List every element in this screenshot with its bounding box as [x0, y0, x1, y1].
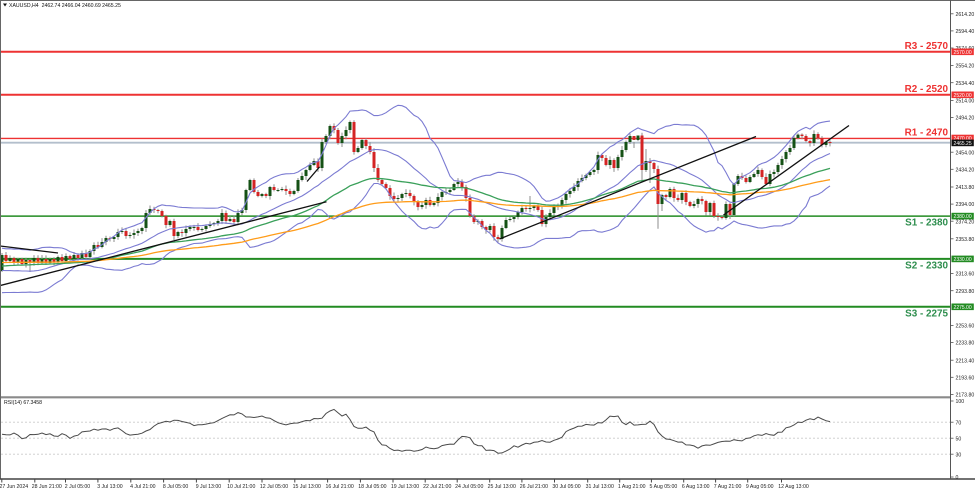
svg-text:2213.40: 2213.40 — [956, 358, 975, 364]
svg-text:S3 - 2275: S3 - 2275 — [905, 308, 948, 319]
svg-text:2330.00: 2330.00 — [954, 257, 972, 263]
svg-text:50: 50 — [956, 436, 962, 442]
svg-text:31 Jul 13:00: 31 Jul 13:00 — [586, 484, 614, 490]
svg-text:25 Jul 13:00: 25 Jul 13:00 — [488, 484, 516, 490]
svg-text:2 Jul 05:00: 2 Jul 05:00 — [65, 484, 90, 490]
svg-text:2554.20: 2554.20 — [956, 64, 975, 70]
svg-text:2275.00: 2275.00 — [954, 305, 972, 311]
svg-text:26 Jul 21:00: 26 Jul 21:00 — [520, 484, 548, 490]
svg-text:R3 - 2570: R3 - 2570 — [905, 41, 949, 52]
svg-text:12 Aug 13:00: 12 Aug 13:00 — [778, 484, 809, 490]
svg-text:19 Jul 13:00: 19 Jul 13:00 — [391, 484, 419, 490]
svg-text:2233.80: 2233.80 — [956, 341, 975, 347]
svg-text:2470.00: 2470.00 — [954, 136, 972, 142]
svg-text:4 Jul 21:00: 4 Jul 21:00 — [130, 484, 155, 490]
svg-text:28 Jun 21:00: 28 Jun 21:00 — [32, 484, 62, 490]
svg-text:100: 100 — [956, 399, 965, 405]
svg-text:2173.80: 2173.80 — [956, 393, 975, 399]
svg-text:2494.20: 2494.20 — [956, 116, 975, 122]
svg-text:9 Jul 13:00: 9 Jul 13:00 — [196, 484, 221, 490]
svg-text:2465.25: 2465.25 — [954, 141, 972, 147]
svg-text:2514.00: 2514.00 — [956, 99, 975, 105]
svg-text:7 Aug 21:00: 7 Aug 21:00 — [714, 484, 742, 490]
svg-text:R1 - 2470: R1 - 2470 — [905, 127, 949, 138]
svg-text:2454.00: 2454.00 — [956, 150, 975, 156]
svg-text:70: 70 — [956, 420, 962, 426]
svg-text:30: 30 — [956, 452, 962, 458]
svg-text:R2 - 2520: R2 - 2520 — [905, 84, 949, 95]
svg-text:2353.80: 2353.80 — [956, 237, 975, 243]
svg-text:S1 - 2380: S1 - 2380 — [905, 218, 948, 229]
svg-text:2394.00: 2394.00 — [956, 202, 975, 208]
svg-text:24 Jul 05:00: 24 Jul 05:00 — [455, 484, 483, 490]
svg-text:30 Jul 05:00: 30 Jul 05:00 — [552, 484, 580, 490]
svg-text:2413.80: 2413.80 — [956, 185, 975, 191]
svg-text:2313.60: 2313.60 — [956, 272, 975, 278]
svg-text:2374.20: 2374.20 — [956, 219, 975, 225]
svg-text:2434.20: 2434.20 — [956, 167, 975, 173]
svg-text:9 Aug 05:00: 9 Aug 05:00 — [746, 484, 774, 490]
svg-text:15 Jul 13:00: 15 Jul 13:00 — [293, 484, 321, 490]
svg-text:12 Jul 05:00: 12 Jul 05:00 — [260, 484, 288, 490]
svg-text:1 Aug 21:00: 1 Aug 21:00 — [618, 484, 646, 490]
svg-text:2520.00: 2520.00 — [954, 93, 972, 99]
svg-text:6 Aug 13:00: 6 Aug 13:00 — [682, 484, 710, 490]
svg-text:2380.00: 2380.00 — [954, 214, 972, 220]
svg-text:8 Jul 05:00: 8 Jul 05:00 — [163, 484, 188, 490]
svg-text:22 Jul 21:00: 22 Jul 21:00 — [423, 484, 451, 490]
svg-text:2614.20: 2614.20 — [956, 12, 975, 18]
svg-text:XAUUSD,H4 2462.74 2466.04 246: XAUUSD,H4 2462.74 2466.04 2460.69 2465.2… — [9, 3, 121, 9]
svg-text:5 Aug 05:00: 5 Aug 05:00 — [650, 484, 678, 490]
svg-text:16 Jul 21:00: 16 Jul 21:00 — [325, 484, 353, 490]
svg-text:2534.40: 2534.40 — [956, 81, 975, 87]
svg-text:2253.60: 2253.60 — [956, 324, 975, 330]
svg-text:2570.00: 2570.00 — [954, 50, 972, 56]
svg-text:10 Jul 21:00: 10 Jul 21:00 — [227, 484, 255, 490]
svg-text:2293.80: 2293.80 — [956, 289, 975, 295]
svg-text:RSI(14) 67.3458: RSI(14) 67.3458 — [4, 400, 42, 406]
svg-text:2193.60: 2193.60 — [956, 375, 975, 381]
svg-text:3 Jul 13:00: 3 Jul 13:00 — [97, 484, 122, 490]
svg-text:S2 - 2330: S2 - 2330 — [905, 260, 948, 271]
svg-text:27 Jun 2024: 27 Jun 2024 — [0, 484, 28, 490]
svg-text:2594.40: 2594.40 — [956, 29, 975, 35]
svg-text:0: 0 — [956, 475, 959, 481]
svg-text:18 Jul 05:00: 18 Jul 05:00 — [358, 484, 386, 490]
